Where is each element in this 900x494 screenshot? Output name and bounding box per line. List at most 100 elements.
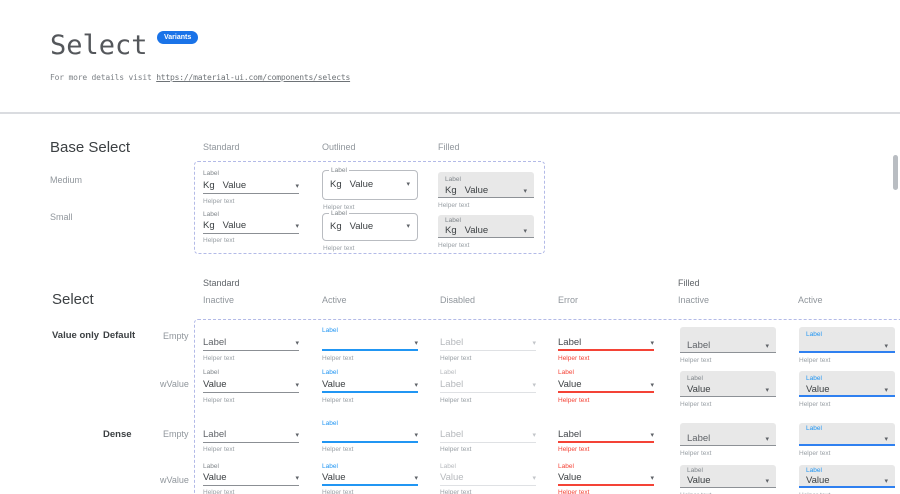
base-outlined-small-select[interactable]: Label Kg Value ▾ Helper text [322, 210, 418, 252]
select-dense-standard-inactive-wvalue[interactable]: Label Value ▾ Helper text [203, 463, 299, 494]
helper-text: Helper text [558, 397, 590, 404]
caret-down-icon: ▾ [765, 387, 769, 394]
select-standard-active-empty[interactable]: Label ▾ Helper text [322, 326, 418, 362]
select-dense-standard-error-wvalue[interactable]: Label Value ▾ Helper text [558, 463, 654, 494]
select-standard-error-wvalue[interactable]: Label Value ▾ Helper text [558, 368, 654, 404]
filled-box: Label ▾ [680, 423, 776, 446]
select-placeholder: Label [687, 340, 711, 351]
caret-down-icon: ▾ [406, 223, 410, 230]
caret-down-icon: ▾ [532, 432, 536, 439]
helper-text: Helper text [203, 489, 235, 494]
select-value: Value [806, 384, 830, 395]
helper-text: Helper text [558, 489, 590, 494]
select-value-row: Kg Value ▾ [330, 214, 410, 240]
select-standard-inactive-wvalue[interactable]: Label Value ▾ Helper text [203, 368, 299, 404]
select-placeholder: Label [203, 429, 227, 440]
select-filled-inactive-empty[interactable]: Label ▾ Helper text [680, 327, 776, 364]
select-filled-inactive-wvalue[interactable]: Label Value ▾ Helper text [680, 371, 776, 408]
select-filled-active-empty[interactable]: Label ▾ Helper text [799, 327, 895, 364]
select-dense-standard-disabled-empty: Label ▾ Helper text [440, 420, 536, 453]
helper-text: Helper text [323, 245, 355, 252]
caret-down-icon: ▾ [532, 382, 536, 389]
caret-down-icon: ▾ [884, 478, 888, 485]
select-value-row: Kg Value ▾ [203, 219, 299, 234]
select-dense-standard-active-empty[interactable]: Label ▾ Helper text [322, 420, 418, 453]
select-standard-inactive-empty[interactable]: Label ▾ Helper text [203, 326, 299, 362]
helper-text: Helper text [203, 237, 235, 244]
base-filled-medium-select[interactable]: Label Kg Value ▾ Helper text [438, 172, 534, 209]
select-value: Label [440, 379, 464, 390]
filled-box: Label ▾ [680, 327, 776, 353]
select-value-row: Value ▾ [687, 475, 769, 486]
select-dense-standard-inactive-empty[interactable]: Label ▾ Helper text [203, 420, 299, 453]
row-label-small: Small [50, 212, 73, 222]
helper-text: Helper text [203, 198, 235, 205]
caret-down-icon: ▾ [765, 478, 769, 485]
floating-label: Label [558, 463, 574, 470]
select-dense-filled-active-empty[interactable]: Label ▾ Helper text [799, 423, 895, 457]
base-filled-small-select[interactable]: Label Kg Value ▾ Helper text [438, 215, 534, 249]
floating-label-slot [687, 330, 769, 339]
base-outlined-medium-select[interactable]: Label Kg Value ▾ Helper text [322, 167, 418, 211]
select-value-row: Value ▾ [558, 471, 654, 486]
select-dense-filled-inactive-wvalue[interactable]: Label Value ▾ Helper text [680, 465, 776, 494]
select-standard-active-wvalue[interactable]: Label Value ▾ Helper text [322, 368, 418, 404]
variants-badge: Variants [157, 31, 199, 44]
floating-label: Label [445, 217, 461, 224]
filled-box: Label ▾ [799, 327, 895, 353]
floating-label: Label [558, 369, 574, 376]
select-states-heading: Select [52, 291, 94, 308]
floating-label: Label [687, 467, 703, 474]
filled-state-header-active: Active [798, 295, 823, 305]
page-title: Select [50, 30, 148, 61]
caret-down-icon: ▾ [295, 475, 299, 482]
select-dense-standard-error-empty[interactable]: Label ▾ Helper text [558, 420, 654, 453]
base-select-frame [194, 161, 545, 254]
select-value: Value [558, 379, 582, 390]
select-value-row: Value ▾ [322, 377, 418, 393]
select-standard-disabled-empty: Label ▾ Helper text [440, 326, 536, 362]
select-dense-standard-active-wvalue[interactable]: Label Value ▾ Helper text [322, 463, 418, 494]
docs-link[interactable]: https://material-ui.com/components/selec… [156, 73, 351, 82]
caret-down-icon: ▾ [650, 382, 654, 389]
select-dense-filled-active-wvalue[interactable]: Label Value ▾ Helper text [799, 465, 895, 494]
helper-text: Helper text [440, 355, 472, 362]
select-dense-standard-disabled-wvalue: Label Value ▾ Helper text [440, 463, 536, 494]
section-divider [0, 112, 900, 114]
floating-label-slot [440, 326, 536, 335]
floating-label: Label [203, 463, 219, 470]
density-label-dense: Dense [103, 429, 132, 440]
helper-text: Helper text [558, 446, 590, 453]
group-header-standard: Standard [203, 278, 240, 288]
filled-box: Label Value ▾ [680, 371, 776, 397]
select-placeholder: Label [203, 337, 227, 348]
caret-down-icon: ▾ [765, 343, 769, 350]
adornment: Kg [445, 185, 457, 196]
caret-down-icon: ▾ [295, 432, 299, 439]
column-header-filled: Filled [438, 142, 460, 152]
floating-label: Label [329, 210, 349, 218]
floating-label-slot [558, 420, 654, 428]
select-standard-disabled-wvalue: Label Label ▾ Helper text [440, 368, 536, 404]
select-value-row: Label ▾ [558, 335, 654, 351]
select-value: Value [322, 379, 346, 390]
caret-down-icon: ▾ [650, 340, 654, 347]
select-value-row: Label ▾ [558, 428, 654, 443]
select-standard-error-empty[interactable]: Label ▾ Helper text [558, 326, 654, 362]
vertical-scrollbar-thumb[interactable] [893, 155, 898, 190]
select-value-row: Label ▾ [440, 335, 536, 351]
base-standard-small-select[interactable]: Label Kg Value ▾ Helper text [203, 211, 299, 244]
select-dense-filled-inactive-empty[interactable]: Label ▾ Helper text [680, 423, 776, 457]
adornment: Kg [203, 180, 215, 191]
helper-text: Helper text [799, 401, 831, 408]
caret-down-icon: ▾ [414, 475, 418, 482]
helper-text: Helper text [203, 446, 235, 453]
base-standard-medium-select[interactable]: Label Kg Value ▾ Helper text [203, 169, 299, 205]
select-value: Value [558, 472, 582, 483]
caret-down-icon: ▾ [765, 436, 769, 443]
caret-down-icon: ▾ [650, 432, 654, 439]
select-filled-active-wvalue[interactable]: Label Value ▾ Helper text [799, 371, 895, 408]
select-value-row: Label ▾ [203, 335, 299, 351]
helper-text: Helper text [440, 446, 472, 453]
select-value-row: Kg Value ▾ [445, 184, 527, 196]
